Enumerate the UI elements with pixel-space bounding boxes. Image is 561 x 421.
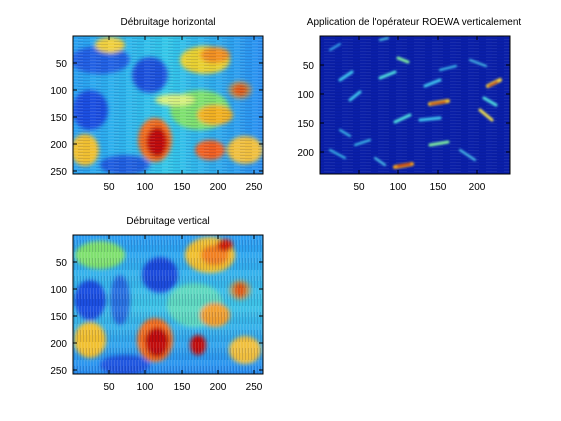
plot-frame <box>72 35 264 175</box>
heatmap-image <box>320 36 510 174</box>
y-tick-label: 200 <box>50 140 67 151</box>
subplot-roewa-vertical: Application de l'opérateur ROEWA vertica… <box>297 17 521 193</box>
subplot-debruitage-horizontal: Débruitage horizontal <box>50 17 264 193</box>
y-tick-label: 250 <box>50 167 67 178</box>
x-tick-label: 50 <box>103 182 115 193</box>
chart-title: Application de l'opérateur ROEWA vertica… <box>307 17 522 28</box>
x-tick-label: 150 <box>174 182 191 193</box>
y-tick-label: 200 <box>297 148 314 159</box>
x-tick-label: 50 <box>353 182 365 193</box>
y-tick-label: 150 <box>50 113 67 124</box>
x-tick-label: 100 <box>137 382 154 393</box>
subplot-debruitage-vertical: Débruitage vertical <box>50 216 264 393</box>
y-tick-label: 50 <box>56 258 68 269</box>
x-tick-label: 200 <box>210 182 227 193</box>
heatmap-image <box>73 235 263 374</box>
heatmap-image <box>73 36 263 174</box>
y-tick-label: 200 <box>50 339 67 350</box>
y-tick-label: 100 <box>50 285 67 296</box>
y-tick-label: 250 <box>50 366 67 377</box>
y-tick-label: 150 <box>297 119 314 130</box>
y-tick-label: 50 <box>56 59 68 70</box>
x-tick-label: 250 <box>246 182 263 193</box>
y-tick-label: 150 <box>50 312 67 323</box>
x-tick-label: 150 <box>430 182 447 193</box>
x-tick-label: 200 <box>469 182 486 193</box>
chart-title: Débruitage horizontal <box>120 17 215 28</box>
chart-title: Débruitage vertical <box>126 216 209 227</box>
x-tick-label: 100 <box>137 182 154 193</box>
y-tick-label: 100 <box>50 86 67 97</box>
x-tick-label: 50 <box>103 382 115 393</box>
plot-frame <box>319 35 511 175</box>
y-tick-label: 50 <box>303 61 315 72</box>
y-tick-label: 100 <box>297 90 314 101</box>
x-tick-label: 200 <box>210 382 227 393</box>
x-tick-label: 250 <box>246 382 263 393</box>
x-tick-label: 150 <box>174 382 191 393</box>
x-tick-label: 100 <box>390 182 407 193</box>
plot-frame <box>72 234 264 375</box>
